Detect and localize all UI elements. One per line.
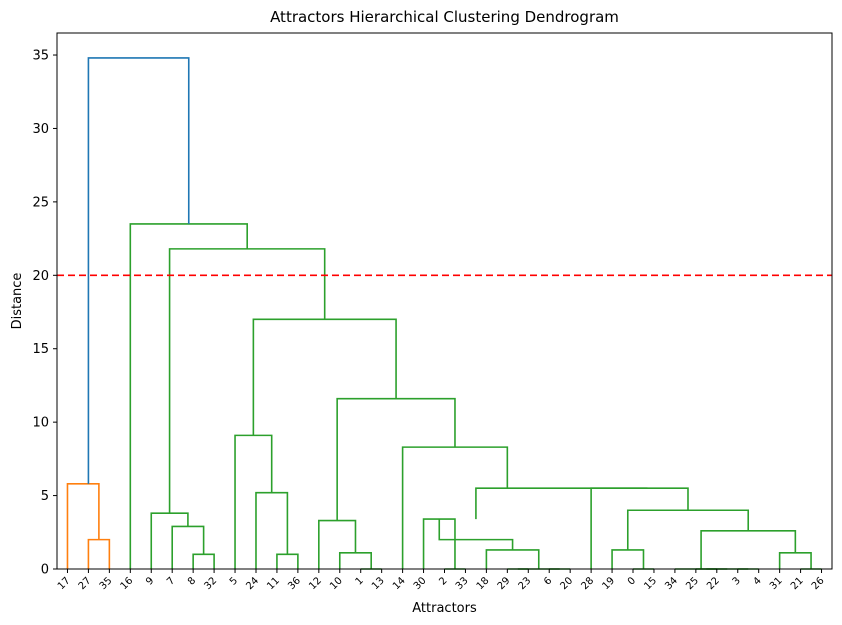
y-axis: 0 5 10 15 20 25 30 35 (32, 49, 57, 578)
leaf-label: 31 (768, 575, 785, 592)
dendrogram-link (475, 487, 648, 520)
dendrogram-link (590, 487, 689, 569)
dendrogram-link (66, 483, 100, 569)
leaf-label: 19 (600, 575, 617, 592)
dendrogram-link (778, 552, 812, 569)
leaf-label: 9 (144, 575, 156, 587)
dendrogram-link (255, 491, 289, 569)
leaf-label: 0 (626, 575, 638, 587)
leaf-label: 12 (307, 575, 324, 592)
y-tick-label: 25 (32, 195, 49, 210)
leaf-label: 1 (354, 575, 366, 587)
dendrogram-link (438, 519, 514, 550)
leaf-label: 4 (752, 575, 764, 587)
y-tick-label: 10 (32, 416, 49, 431)
leaf-label: 2 (437, 575, 449, 587)
leaf-label: 22 (705, 575, 722, 592)
dendrogram-link (234, 434, 273, 569)
leaf-label: 33 (454, 575, 471, 592)
chart-title: Attractors Hierarchical Clustering Dendr… (270, 8, 619, 26)
leaf-label: 28 (579, 575, 596, 592)
leaf-label: 3 (731, 575, 743, 587)
y-tick-label: 15 (32, 342, 49, 357)
dendrogram-link (611, 549, 645, 569)
leaf-label: 23 (517, 575, 534, 592)
x-axis: 17 27 35 16 9 7 8 32 5 24 11 36 12 10 1 13 14 30 2 33 18 29 23… (56, 569, 827, 592)
dendrogram-link (338, 552, 372, 569)
leaf-label: 6 (542, 575, 554, 587)
leaf-label: 10 (328, 575, 345, 592)
leaf-label: 24 (244, 575, 261, 592)
dendrogram-link (700, 530, 797, 569)
dendrogram-link (336, 397, 456, 521)
dendrogram-link (252, 318, 397, 436)
leaf-label: 8 (186, 575, 198, 587)
dendrogram-link (422, 518, 456, 569)
leaf-label: 36 (286, 575, 303, 592)
leaf-label: 34 (663, 575, 680, 592)
dendrogram-link (87, 57, 190, 484)
y-tick-label: 20 (32, 269, 49, 284)
leaf-label: 35 (98, 575, 115, 592)
dendrogram-link (150, 512, 189, 569)
leaf-label: 27 (77, 575, 94, 592)
leaf-label: 30 (412, 575, 429, 592)
leaf-label: 14 (391, 575, 408, 592)
plot-area (57, 57, 832, 570)
leaf-label: 11 (265, 575, 282, 592)
leaf-label: 7 (165, 575, 177, 587)
dendrogram-link (485, 549, 540, 569)
y-tick-label: 35 (32, 49, 49, 64)
dendrogram-link (171, 525, 205, 569)
leaf-label: 25 (684, 575, 701, 592)
dendrogram-link (168, 248, 326, 514)
y-tick-label: 30 (32, 122, 49, 137)
leaf-label: 17 (56, 575, 73, 592)
y-axis-label: Distance (10, 273, 25, 330)
leaf-label: 32 (202, 575, 219, 592)
x-axis-label: Attractors (412, 601, 477, 616)
y-tick-label: 5 (41, 489, 49, 504)
leaf-label: 15 (642, 575, 659, 592)
leaf-label: 21 (789, 575, 806, 592)
leaf-label: 16 (119, 575, 136, 592)
dendrogram-link (318, 519, 357, 569)
plot-frame (56, 32, 833, 570)
dendrogram-link (87, 538, 111, 569)
leaf-label: 20 (559, 575, 576, 592)
leaf-label: 29 (496, 575, 513, 592)
leaf-label: 13 (370, 575, 387, 592)
leaf-label: 18 (475, 575, 492, 592)
leaf-label: 26 (810, 575, 827, 592)
dendrogram-link (192, 553, 215, 569)
y-tick-label: 0 (41, 563, 49, 578)
dendrogram-link (276, 553, 299, 569)
leaf-label: 5 (228, 575, 240, 587)
